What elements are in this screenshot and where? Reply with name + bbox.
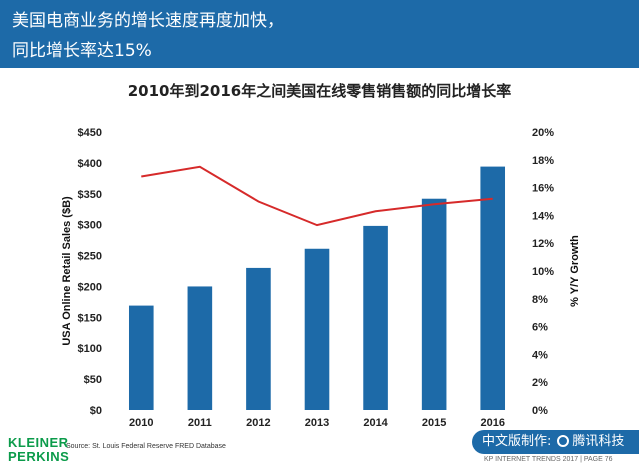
bar-2010	[128, 305, 154, 410]
header-banner: 美国电商业务的增长速度再度加快， 同比增长率达15%	[0, 0, 639, 68]
x-tick-label: 2010	[129, 417, 153, 429]
line-group	[141, 165, 493, 227]
y-tick-label: $100	[78, 343, 102, 355]
x-tick-label: 2016	[480, 417, 504, 429]
source-note: Source: St. Louis Federal Reserve FRED D…	[66, 443, 226, 450]
y-tick-label: $250	[78, 251, 102, 263]
y2-axis-label: % Y/Y Growth	[569, 235, 581, 307]
headline-line-1: 美国电商业务的增长速度再度加快，	[12, 11, 284, 31]
badge-brand: 腾讯科技	[572, 434, 625, 449]
x-tick-label: 2011	[188, 417, 212, 429]
y-tick-label: $50	[84, 374, 102, 386]
y2-tick-label: 16%	[532, 183, 554, 195]
y2-tick-label: 20%	[532, 127, 554, 139]
badge-text: 中文版制作:	[482, 434, 552, 449]
kleiner-perkins-logo: KLEINER PERKINS	[8, 435, 70, 464]
y-axis-label: USA Online Retail Sales ($B)	[61, 196, 73, 346]
bar-2012	[246, 267, 271, 410]
y2-tick-label: 12%	[532, 238, 554, 250]
y-tick-label: $350	[78, 189, 102, 201]
x-tick-label: 2014	[363, 417, 388, 429]
bar-2013	[304, 248, 330, 410]
bar-2014	[363, 225, 388, 410]
y-tick-label: $200	[78, 281, 102, 293]
translation-badge: 中文版制作: 腾讯科技	[472, 430, 639, 454]
y2-tick-label: 18%	[532, 155, 554, 167]
bar-group	[128, 166, 506, 410]
x-tick-label: 2015	[422, 417, 446, 429]
y-tick-label: $150	[78, 312, 102, 324]
tencent-logo-icon	[557, 434, 570, 447]
axes-group: $0 $50 $100 $150 $200 $250 $300 $350 $400 $450 0% 2…	[61, 127, 581, 429]
y2-tick-label: 8%	[532, 294, 548, 306]
y-tick-label: $400	[78, 158, 102, 170]
logo-line-2: PERKINS	[8, 449, 70, 464]
x-tick-label: 2013	[305, 417, 329, 429]
bar-2011	[187, 286, 213, 410]
x-tick-label: 2012	[246, 417, 270, 429]
chart-title: 2010年到2016年之间美国在线零售销售额的同比增长率	[127, 82, 512, 100]
logo-line-1: KLEINER	[8, 435, 69, 450]
bar-2015	[421, 198, 447, 410]
y2-tick-label: 0%	[532, 405, 548, 417]
bar-2016	[480, 166, 506, 410]
headline-line-2: 同比增长率达15%	[12, 41, 152, 61]
y2-tick-label: 14%	[532, 210, 554, 222]
y2-tick-label: 2%	[532, 377, 548, 389]
y-tick-label: $450	[78, 127, 102, 139]
y-tick-label: $300	[78, 220, 102, 232]
y2-tick-label: 6%	[532, 322, 548, 334]
y-tick-label: $0	[90, 405, 102, 417]
y2-tick-label: 4%	[532, 349, 548, 361]
y2-tick-label: 10%	[532, 266, 554, 278]
footer-page-info: KP INTERNET TRENDS 2017 | PAGE 76	[484, 456, 613, 463]
